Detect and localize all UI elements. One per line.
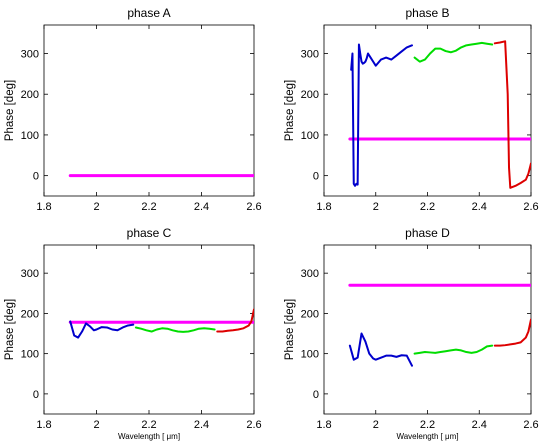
series-line [216,308,254,333]
y-tick-label: 100 [21,130,39,142]
y-tick-label: 300 [21,268,39,280]
panel-title: phase D [405,226,450,240]
x-tick-label: 2 [93,201,99,213]
y-tick-label: 200 [301,89,319,101]
series-line [69,320,135,339]
x-tick-label: 2.2 [141,419,156,431]
x-tick-label: 2.6 [523,419,538,431]
y-tick-label: 200 [21,308,39,320]
panel-phase-a: phase A Phase [deg] 1.8 2 2.2 2.4 2.6 0 100 200… [4,6,262,213]
plot-frame [323,244,532,415]
panel-phase-c: phase C Phase [deg] Wavelength [ μm] 1.8… [4,226,262,441]
plot-frame [43,24,255,197]
y-tick-label: 100 [21,349,39,361]
x-tick-label: 2.6 [246,419,261,431]
x-tick-label: 1.8 [316,201,331,213]
x-tick-label: 2.4 [194,419,209,431]
y-tick-label: 0 [33,171,39,183]
series-line [350,43,413,187]
x-tick-label: 1.8 [36,201,51,213]
x-tick-label: 1.8 [36,419,51,431]
y-tick-label: 0 [313,389,319,401]
series-line [413,344,494,355]
panel-title: phase B [405,6,449,20]
plot-frame [323,24,532,197]
y-tick-label: 300 [301,49,319,61]
x-axis-label: Wavelength [ μm] [118,432,180,441]
y-axis-label: Phase [deg] [284,299,296,360]
series-line [348,332,413,367]
x-tick-label: 2 [373,201,379,213]
panel-title: phase A [127,6,170,20]
panel-title: phase C [127,226,172,240]
x-tick-label: 2.6 [246,201,261,213]
y-tick-label: 200 [21,89,39,101]
panel-phase-d: phase D Phase [deg] Wavelength [ μm] 1.8… [284,226,539,441]
x-tick-label: 2.4 [472,201,487,213]
y-tick-label: 0 [313,171,319,183]
y-axis-label: Phase [deg] [284,80,296,141]
plot-frame [43,244,255,415]
x-tick-label: 2.4 [194,201,209,213]
y-tick-label: 200 [301,308,319,320]
x-tick-label: 2.2 [141,201,156,213]
y-tick-label: 100 [301,349,319,361]
x-tick-label: 2.2 [420,201,435,213]
series-line [134,326,216,333]
y-axis-label: Phase [deg] [4,80,16,141]
x-axis-label: Wavelength [ μm] [396,432,458,441]
y-tick-label: 300 [21,49,39,61]
x-tick-label: 2.6 [523,201,538,213]
y-tick-label: 0 [33,389,39,401]
series-line [493,318,531,347]
x-tick-label: 1.8 [316,419,331,431]
x-tick-label: 2.4 [472,419,487,431]
x-tick-label: 2.2 [420,419,435,431]
series-line [413,41,494,63]
y-tick-label: 300 [301,268,319,280]
y-axis-label: Phase [deg] [4,299,16,360]
x-tick-label: 2 [93,419,99,431]
panel-phase-b: phase B Phase [deg] 1.8 2 2.2 2.4 2.6 0 100 200… [284,6,539,213]
y-tick-label: 100 [301,130,319,142]
series-line [493,40,531,189]
x-tick-label: 2 [373,419,379,431]
